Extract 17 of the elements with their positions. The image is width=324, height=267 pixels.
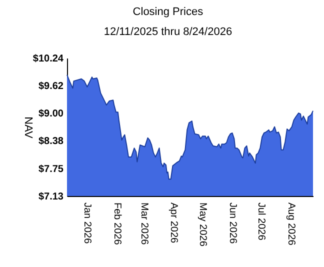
y-axis-title: NAV [22, 116, 34, 140]
x-tick-label: Jun 2026 [226, 202, 238, 244]
x-tick-label: May 2026 [196, 202, 208, 247]
x-tick-label: Jan 2026 [82, 202, 93, 244]
y-tick-label: $7.75 [38, 164, 64, 175]
x-tick-label: Jul 2026 [256, 202, 267, 241]
chart-subtitle: 12/11/2025 thru 8/24/2026 [104, 26, 232, 38]
chart-title: Closing Prices [132, 6, 204, 18]
x-tick-label: Feb 2026 [111, 202, 122, 246]
x-tick-label: Mar 2026 [138, 202, 150, 246]
y-tick-label: $9.00 [38, 108, 64, 120]
y-tick-label: $10.24 [32, 54, 64, 64]
x-tick-label: Aug 2026 [285, 202, 296, 246]
y-tick-label: $8.38 [38, 136, 64, 148]
y-tick-label: $9.62 [38, 81, 64, 92]
y-tick-label: $7.13 [38, 192, 64, 202]
x-tick-label: Apr 2026 [168, 202, 180, 244]
